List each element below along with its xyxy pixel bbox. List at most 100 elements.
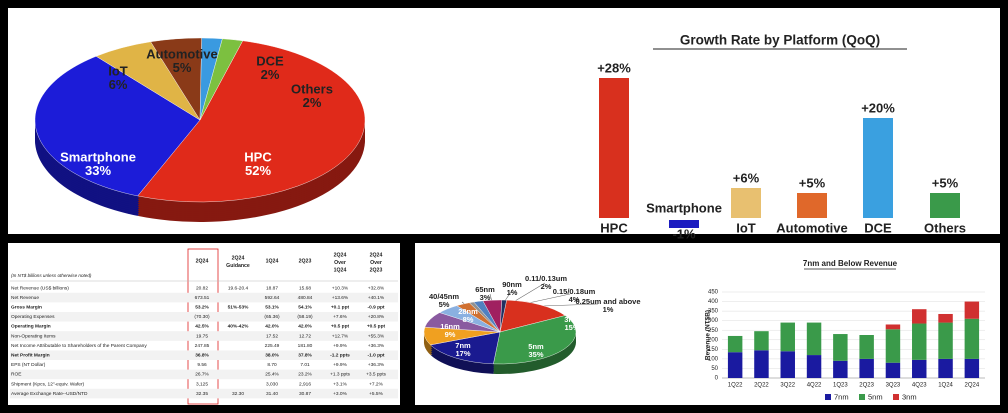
chart-title: 7nm and Below Revenue <box>803 259 898 268</box>
table-cell: 38.0% <box>265 352 279 358</box>
table-cell: 3,125 <box>196 381 208 387</box>
category-label: IoT <box>736 220 756 235</box>
category-label: DCE <box>864 220 892 235</box>
bar-segment <box>885 362 901 378</box>
legend-label: 3nm <box>902 392 917 401</box>
pie-slice <box>499 299 566 333</box>
table-cell: 32.35 <box>196 391 208 397</box>
slice-label: 90nm <box>502 280 522 289</box>
table-cell: +0.1 ppt <box>331 304 350 310</box>
table-cell: +3.0% <box>333 391 347 397</box>
row-band <box>10 369 398 380</box>
table-cell: (58.19) <box>297 314 313 320</box>
table-cell: 37.8% <box>298 352 312 358</box>
table-cell: 181.80 <box>298 343 313 349</box>
slice-label: 7nm <box>455 341 471 350</box>
row-label: Shipment (Kpcs, 12"-equiv. Wafer) <box>11 381 85 387</box>
bar <box>669 220 699 228</box>
column-header: Over <box>334 260 346 266</box>
x-tick-label: 4Q22 <box>807 383 822 389</box>
bar-segment <box>859 335 874 359</box>
y-tick-label: 400 <box>708 299 719 305</box>
table-cell: 8.70 <box>267 362 277 368</box>
table-cell: 18.87 <box>266 285 278 291</box>
value-label: -1% <box>672 226 696 241</box>
slice-value-label: 35% <box>528 350 543 359</box>
row-label: Net Income Attributable to Shareholders … <box>11 343 147 349</box>
bar-segment <box>938 322 953 359</box>
table-cell: +9.9% <box>333 343 347 349</box>
slice-label: 3nm <box>564 315 580 324</box>
bar <box>930 193 960 218</box>
table-cell: +13.6% <box>332 295 349 301</box>
value-label: +20% <box>861 100 895 115</box>
row-label: Operating Expenses <box>11 314 55 320</box>
slice-value-label: 52% <box>245 163 271 178</box>
slice-value-label: 6% <box>109 77 128 92</box>
table-cell: +5.5% <box>369 391 383 397</box>
table-cell: 53.2% <box>195 304 209 310</box>
row-label: Gross Margin <box>11 304 42 310</box>
table-cell: 19.75 <box>196 333 208 339</box>
value-label: +6% <box>733 170 760 185</box>
bar-segment <box>938 358 953 378</box>
x-tick-label: 2Q24 <box>965 383 980 389</box>
table-cell: 53.1% <box>265 304 279 310</box>
table-cell: +36.3% <box>368 343 385 349</box>
x-tick-label: 1Q23 <box>833 383 848 389</box>
slice-value-label: 4% <box>569 295 580 304</box>
column-header: 2Q24 <box>232 255 245 261</box>
value-label: +28% <box>597 60 631 75</box>
table-cell: 17.52 <box>266 333 278 339</box>
value-label: +5% <box>799 175 826 190</box>
slice-label: 28nm <box>458 307 478 316</box>
bar-segment <box>727 335 743 353</box>
chart-title: Growth Rate by Platform (QoQ) <box>680 33 880 48</box>
pie-slice <box>34 56 201 197</box>
y-tick-label: 300 <box>708 318 719 324</box>
table-cell: +55.3% <box>368 333 385 339</box>
table-cell: 225.49 <box>265 343 280 349</box>
table-cell: 673.51 <box>195 295 210 301</box>
pie-slice <box>137 40 366 203</box>
table-cell: (65.36) <box>264 314 280 320</box>
pie-slice <box>493 315 577 365</box>
table-cell: +1.3 ppts <box>330 372 350 378</box>
slice-value-label: 33% <box>85 163 111 178</box>
pie-slice <box>499 299 507 333</box>
y-tick-label: 50 <box>711 366 718 372</box>
table-cell: 592.64 <box>265 295 280 301</box>
slice-value-label: 5% <box>439 300 450 309</box>
table-cell: 23.2% <box>298 372 312 378</box>
row-label: Net Revenue (US$ billions) <box>11 285 69 291</box>
row-band <box>10 292 398 303</box>
row-band <box>10 388 398 399</box>
bar-segment <box>964 318 980 359</box>
y-tick-label: 450 <box>708 290 719 296</box>
table-cell: +36.3% <box>368 362 385 368</box>
x-tick-label: 3Q22 <box>780 383 795 389</box>
row-band <box>10 312 398 322</box>
table-cell: 3,030 <box>266 381 278 387</box>
slice-value-label: 5% <box>173 60 192 75</box>
table-cell: +7.6% <box>333 314 347 320</box>
table-cell: -1.0 ppt <box>367 352 384 358</box>
x-tick-label: 2Q22 <box>754 383 769 389</box>
slice-value-label: 9% <box>445 330 456 339</box>
x-tick-label: 3Q23 <box>886 383 901 389</box>
category-label: Others <box>924 220 966 235</box>
table-cell: +32.8% <box>368 285 385 291</box>
bar-segment <box>833 334 848 361</box>
table-cell: +40.1% <box>368 295 385 301</box>
slice-label: IoT <box>108 63 128 78</box>
row-label: Net Revenue <box>11 295 39 301</box>
table-cell: +0.5 ppt <box>331 324 350 330</box>
slice-value-label: 8% <box>463 315 474 324</box>
column-header: 1Q24 <box>334 267 347 273</box>
table-cell: +0.5 ppt <box>367 324 386 330</box>
table-cell: 9.56 <box>197 362 207 368</box>
legend-swatch <box>893 394 899 400</box>
slice-value-label: 15% <box>564 323 579 332</box>
